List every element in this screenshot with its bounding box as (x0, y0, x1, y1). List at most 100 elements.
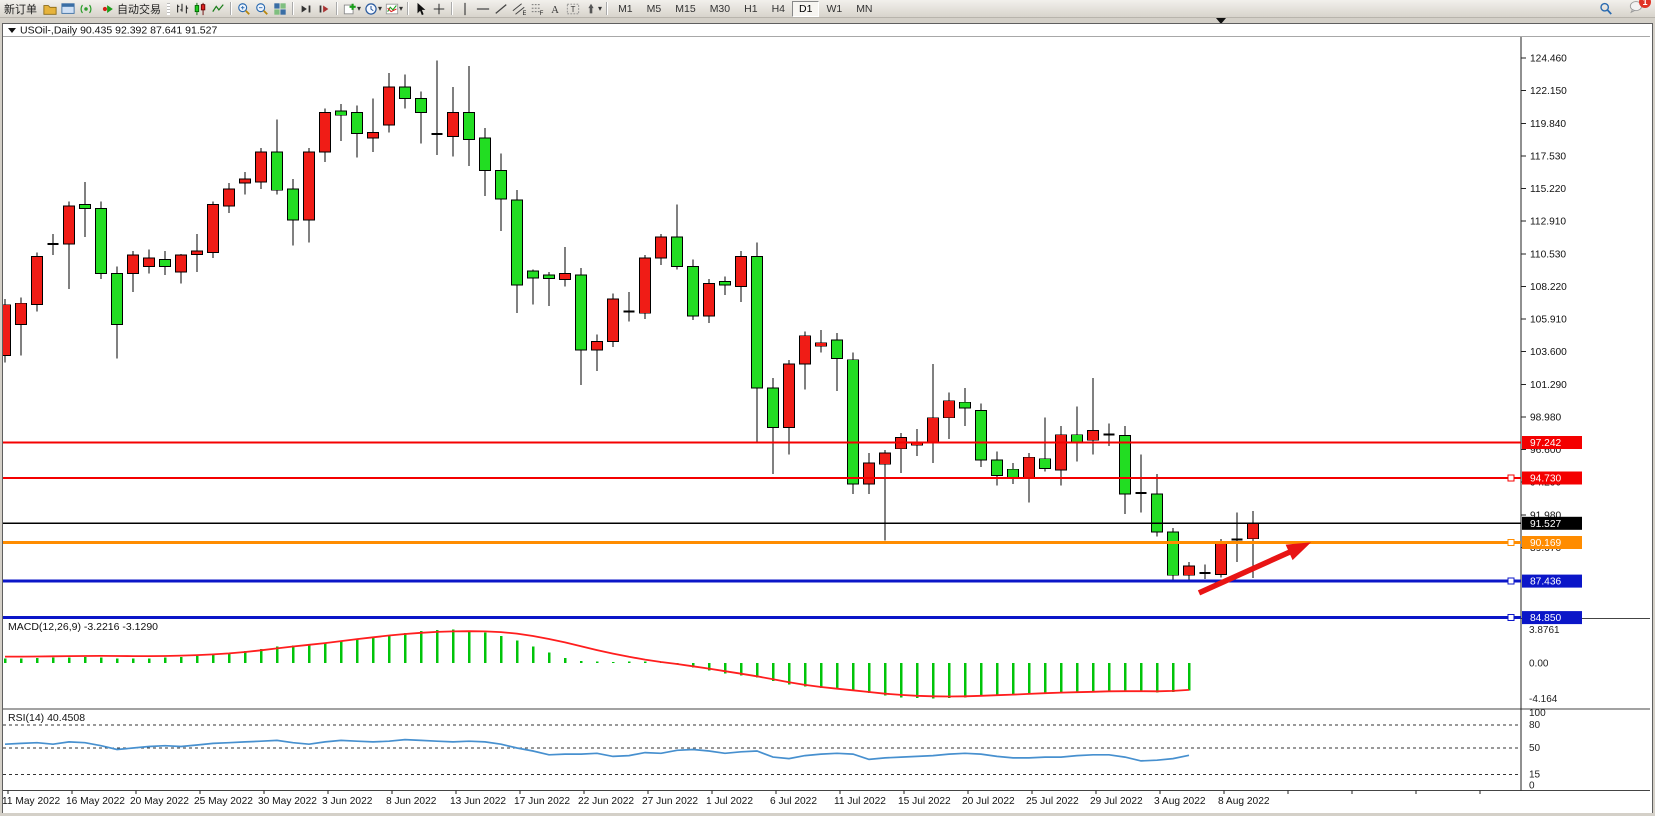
profile-icon[interactable] (41, 1, 59, 16)
timeframe-button-m5[interactable]: M5 (646, 2, 662, 15)
macd-pane: 3.8761 0.00 -4.164 (3, 625, 1560, 705)
toolbar-separator (451, 2, 454, 15)
svg-text:98.980: 98.980 (1530, 412, 1561, 423)
text-label-icon[interactable]: T (564, 1, 582, 16)
svg-text:84.850: 84.850 (1530, 613, 1561, 624)
main-toolbar: 新订单 自动交易 ▾ ▾ ▾ E F A T ▾ M (0, 0, 1655, 18)
terminal-icon[interactable] (59, 1, 77, 16)
svg-text:11 May 2022: 11 May 2022 (3, 796, 60, 807)
svg-text:25 May 2022: 25 May 2022 (194, 796, 253, 807)
svg-text:50: 50 (1529, 743, 1541, 754)
indicators-dropdown[interactable]: ▾ (399, 4, 404, 13)
vertical-line-icon[interactable] (456, 1, 474, 16)
timeframe-button-m15[interactable]: M15 (675, 2, 696, 15)
svg-text:101.290: 101.290 (1530, 380, 1567, 391)
svg-text:110.530: 110.530 (1530, 249, 1566, 260)
line-chart-icon[interactable] (209, 1, 227, 16)
new-chart-dropdown[interactable]: ▾ (357, 4, 362, 13)
autotrading-button[interactable]: 自动交易 (95, 1, 165, 16)
auto-scroll-icon[interactable] (297, 1, 315, 16)
svg-text:13 Jun 2022: 13 Jun 2022 (450, 796, 506, 807)
arrows-dropdown[interactable]: ▾ (598, 4, 603, 13)
bar-shift-marker-icon[interactable] (1216, 18, 1226, 24)
window-edge (0, 813, 1655, 816)
svg-text:29 Jul 2022: 29 Jul 2022 (1090, 796, 1143, 807)
svg-text:115.220: 115.220 (1530, 184, 1566, 195)
svg-text:E: E (523, 10, 527, 16)
trendline-icon[interactable] (492, 1, 510, 16)
arrows-icon[interactable] (582, 1, 600, 16)
timeframe-button-w1[interactable]: W1 (826, 2, 843, 15)
svg-text:100: 100 (1529, 708, 1546, 719)
timeframe-button-m1[interactable]: M1 (618, 2, 633, 15)
svg-text:16 May 2022: 16 May 2022 (66, 796, 125, 807)
timeframe-button-mn[interactable]: MN (856, 2, 873, 15)
svg-text:105.910: 105.910 (1530, 315, 1567, 326)
svg-text:97.242: 97.242 (1530, 438, 1561, 449)
svg-text:96.600: 96.600 (1530, 445, 1561, 456)
timeframe-button-h4[interactable]: H4 (771, 2, 785, 15)
date-axis[interactable]: 11 May 2022 16 May 2022 20 May 2022 25 May … (3, 790, 1481, 808)
macd-label: MACD(12,26,9) -3.2216 -3.1290 (8, 621, 158, 633)
svg-text:0.00: 0.00 (1529, 659, 1549, 670)
zoom-out-icon[interactable] (253, 1, 271, 16)
svg-text:0: 0 (1529, 781, 1535, 792)
tile-windows-icon[interactable] (271, 1, 289, 16)
crosshair-icon[interactable] (430, 1, 448, 16)
svg-text:8 Aug 2022: 8 Aug 2022 (1218, 796, 1270, 807)
svg-text:6 Jul 2022: 6 Jul 2022 (770, 796, 817, 807)
notification-badge: 1 (1639, 0, 1651, 8)
search-icon[interactable] (1597, 1, 1615, 16)
timeframe-button-d1[interactable]: D1 (792, 0, 820, 17)
svg-text:3 Aug 2022: 3 Aug 2022 (1154, 796, 1206, 807)
chat-icon (1627, 0, 1645, 15)
timeframe-toolbar: M1 M5 M15 M30 H1 H4 D1 W1 MN (611, 0, 879, 17)
svg-text:117.530: 117.530 (1530, 151, 1566, 162)
chart-shift-strip (0, 18, 1655, 24)
zoom-in-icon[interactable] (235, 1, 253, 16)
svg-text:112.910: 112.910 (1530, 217, 1566, 228)
channel-icon[interactable]: E (510, 1, 528, 16)
toolbar-grip (167, 2, 170, 15)
period-clock-icon[interactable] (362, 1, 380, 16)
text-icon[interactable]: A (546, 1, 564, 16)
timeframe-button-m30[interactable]: M30 (709, 2, 731, 15)
chart-title: USOil-,Daily 90.435 92.392 87.641 91.527 (20, 25, 217, 37)
cursor-icon[interactable] (412, 1, 430, 16)
trend-arrow-annotation[interactable] (1197, 542, 1311, 596)
new-chart-icon[interactable] (341, 1, 359, 16)
svg-text:87.436: 87.436 (1530, 577, 1561, 588)
timeframe-button-h1[interactable]: H1 (744, 2, 758, 15)
fibonacci-icon[interactable]: F (528, 1, 546, 16)
svg-text:91.980: 91.980 (1530, 510, 1561, 521)
svg-text:91.527: 91.527 (1530, 519, 1561, 530)
bar-chart-icon[interactable] (173, 1, 191, 16)
signal-icon[interactable] (77, 1, 95, 16)
notifications-button[interactable]: 1 (1627, 0, 1651, 17)
autotrading-label: 自动交易 (117, 3, 161, 16)
svg-text:F: F (540, 10, 544, 16)
svg-text:1 Jul 2022: 1 Jul 2022 (706, 796, 753, 807)
price-axis[interactable]: 124.460 122.150 119.840 117.530 115.220 112.9… (1521, 54, 1582, 625)
rsi-label: RSI(14) 40.4508 (8, 712, 85, 724)
horizontal-line-icon[interactable] (474, 1, 492, 16)
pane-borders (3, 36, 1650, 791)
svg-text:20 May 2022: 20 May 2022 (130, 796, 189, 807)
svg-text:94.730: 94.730 (1530, 474, 1561, 485)
horizontal-level-lines[interactable] (3, 441, 1521, 622)
indicators-icon[interactable] (383, 1, 401, 16)
toolbar-separator (292, 2, 294, 15)
svg-text:15: 15 (1529, 770, 1541, 781)
candlestick-icon[interactable] (191, 1, 209, 16)
toolbar-separator (407, 2, 410, 15)
new-order-button[interactable]: 新订单 (0, 1, 41, 16)
symbol-dropdown-icon[interactable] (8, 28, 16, 33)
svg-text:15 Jul 2022: 15 Jul 2022 (898, 796, 951, 807)
chart-shift-icon[interactable] (315, 1, 333, 16)
svg-text:103.600: 103.600 (1530, 347, 1567, 358)
toolbar-separator (606, 2, 609, 15)
autotrade-icon (99, 1, 117, 16)
period-dropdown[interactable]: ▾ (378, 4, 383, 13)
